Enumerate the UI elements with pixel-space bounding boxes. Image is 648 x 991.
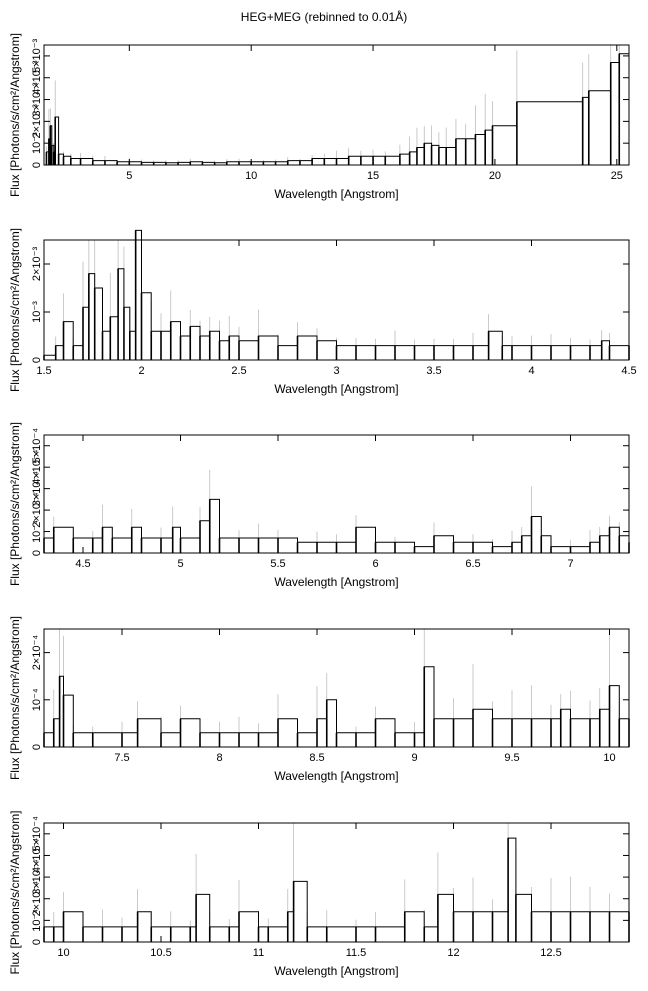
- y-tick-label: 2×10⁻⁴: [31, 492, 43, 528]
- x-tick-label: 2: [138, 365, 144, 377]
- x-tick-label: 11.5: [346, 947, 367, 959]
- y-tick-label: 3×10⁻³: [31, 82, 43, 117]
- x-tick-label: 20: [489, 170, 501, 182]
- y-tick-label: 5×10⁻⁴: [31, 428, 43, 464]
- y-tick-label: 2×10⁻⁴: [31, 635, 43, 671]
- plot-frame: [43, 822, 630, 943]
- x-tick-label: 10.5: [150, 947, 171, 959]
- y-tick-label: 10⁻⁴: [31, 688, 43, 711]
- plot-frame: [43, 44, 630, 166]
- x-axis-label: Wavelength [Angstrom]: [274, 769, 398, 783]
- x-axis-label: Wavelength [Angstrom]: [274, 187, 398, 201]
- y-tick-label: 10⁻³: [31, 132, 43, 154]
- y-axis-label: Flux [Photons/s/cm²/Angstrom]: [8, 616, 22, 780]
- x-axis-label: Wavelength [Angstrom]: [274, 964, 398, 978]
- x-tick-label: 4.5: [621, 365, 636, 377]
- y-tick-label: 0: [31, 357, 43, 363]
- x-tick-label: 5.5: [270, 558, 285, 570]
- x-tick-label: 9: [411, 752, 417, 764]
- y-tick-label: 4×10⁻³: [31, 60, 43, 95]
- spectrum-line: [44, 666, 629, 734]
- x-tick-label: 8.5: [309, 752, 324, 764]
- x-tick-label: 10: [245, 170, 257, 182]
- x-axis-label: Wavelength [Angstrom]: [274, 575, 398, 589]
- x-tick-label: 7.5: [114, 752, 129, 764]
- x-tick-label: 4: [528, 365, 534, 377]
- x-tick-label: 2.5: [231, 365, 246, 377]
- x-tick-label: 12.5: [540, 947, 561, 959]
- y-tick-label: 3×10⁻⁴: [31, 471, 43, 507]
- y-axis-label: Flux [Photons/s/cm²/Angstrom]: [8, 33, 22, 197]
- y-tick-label: 0: [31, 550, 43, 556]
- y-tick-label: 10⁻⁴: [31, 520, 43, 543]
- y-tick-label: 4×10⁻⁴: [31, 838, 43, 874]
- x-axis-label: Wavelength [Angstrom]: [274, 382, 398, 396]
- y-tick-label: 10⁻³: [31, 301, 43, 323]
- x-tick-label: 9.5: [504, 752, 519, 764]
- spectrum-line: [44, 229, 629, 356]
- x-tick-label: 11: [253, 947, 264, 959]
- figure-title: HEG+MEG (rebinned to 0.01Å): [240, 10, 408, 24]
- x-tick-label: 15: [367, 170, 379, 182]
- y-axis-label: Flux [Photons/s/cm²/Angstrom]: [8, 228, 22, 392]
- x-tick-label: 10: [603, 752, 615, 764]
- x-tick-label: 4.5: [75, 558, 90, 570]
- y-tick-label: 0: [31, 939, 43, 945]
- x-tick-label: 12: [447, 947, 459, 959]
- y-axis-label: Flux [Photons/s/cm²/Angstrom]: [8, 422, 22, 586]
- x-tick-label: 3: [333, 365, 339, 377]
- x-tick-label: 5: [126, 170, 132, 182]
- spectrum-line: [44, 498, 630, 548]
- plot-frame: [43, 434, 630, 554]
- y-tick-label: 2×10⁻³: [31, 104, 43, 139]
- x-tick-label: 6.5: [465, 558, 480, 570]
- y-tick-label: 5×10⁻³: [31, 38, 43, 73]
- x-tick-label: 1.5: [36, 365, 51, 377]
- y-tick-label: 10⁻⁴: [31, 909, 43, 932]
- y-tick-label: 5×10⁻⁴: [31, 816, 43, 852]
- plot-frame: [43, 628, 630, 748]
- x-tick-label: 8: [216, 752, 222, 764]
- x-tick-label: 10: [57, 947, 69, 959]
- x-tick-label: 5: [177, 558, 183, 570]
- y-tick-label: 0: [31, 744, 43, 750]
- y-axis-label: Flux [Photons/s/cm²/Angstrom]: [8, 810, 22, 974]
- x-tick-label: 3.5: [426, 365, 441, 377]
- y-tick-label: 2×10⁻⁴: [31, 881, 43, 917]
- y-tick-label: 2×10⁻³: [31, 247, 43, 282]
- y-tick-label: 4×10⁻⁴: [31, 449, 43, 485]
- spectrum-line: [44, 837, 629, 928]
- y-tick-label: 3×10⁻⁴: [31, 859, 43, 895]
- spectrum-line: [46, 53, 629, 164]
- x-tick-label: 7: [567, 558, 573, 570]
- x-tick-label: 25: [611, 170, 623, 182]
- x-tick-label: 6: [372, 558, 378, 570]
- y-tick-label: 0: [31, 162, 43, 168]
